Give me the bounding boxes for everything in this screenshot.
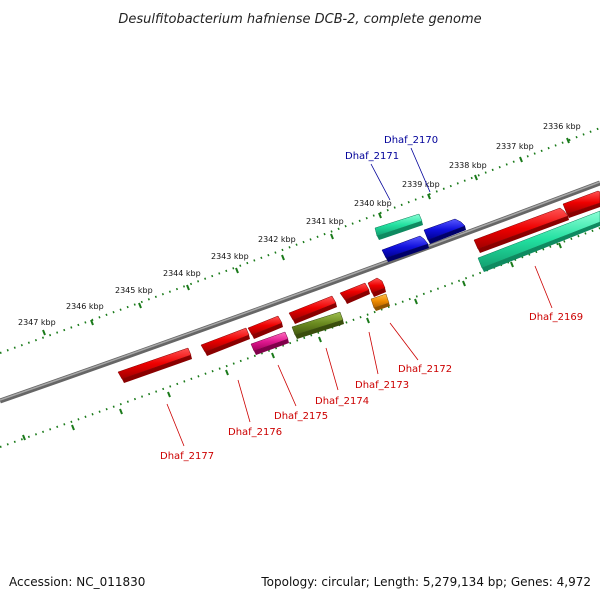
outer-scale-ticks — [42, 137, 570, 336]
gene-label-dhaf-2170[interactable]: Dhaf_2170 — [384, 135, 438, 146]
outer-scale-track — [0, 127, 600, 354]
genome-summary-text: Topology: circular; Length: 5,279,134 bp… — [261, 575, 591, 589]
gene-arrow-dhaf-2172[interactable] — [367, 277, 386, 297]
inner-tick — [414, 298, 418, 305]
scale-label-2346: 2346 kbp — [66, 302, 104, 311]
outer-tick — [186, 284, 190, 291]
inner-tick — [22, 434, 26, 441]
outer-tick — [378, 212, 382, 219]
genome-backbone — [0, 180, 600, 404]
outer-tick — [90, 319, 94, 326]
gene-label-dhaf-2173[interactable]: Dhaf_2173 — [355, 380, 409, 391]
inner-tick — [366, 317, 370, 324]
gene-arrow-dhaf-2174[interactable] — [288, 295, 337, 324]
gene-label-dhaf-2175[interactable]: Dhaf_2175 — [274, 411, 328, 422]
leader-dhaf-2172 — [389, 322, 419, 361]
scale-label-2345: 2345 kbp — [115, 286, 153, 295]
feature-teal-inner-right — [477, 210, 600, 272]
scale-label-2338: 2338 kbp — [449, 161, 487, 170]
scale-label-2343: 2343 kbp — [211, 252, 249, 261]
inner-tick — [167, 391, 171, 398]
feature-red-forward-right — [562, 190, 600, 218]
leader-dhaf-2173 — [368, 331, 379, 375]
gene-arrow-dhaf-2177[interactable] — [117, 347, 192, 383]
map-title: Desulfitobacterium hafniense DCB-2, comp… — [118, 12, 481, 27]
outer-tick — [330, 233, 334, 240]
leader-dhaf-2174 — [325, 347, 339, 391]
inner-tick — [318, 336, 322, 343]
accession-text: Accession: NC_011830 — [9, 575, 146, 589]
gene-arrow-dhaf-2173[interactable] — [339, 282, 370, 304]
scale-label-2340: 2340 kbp — [354, 199, 392, 208]
leader-dhaf-2177 — [166, 403, 185, 447]
outer-tick — [427, 193, 431, 200]
leader-dhaf-2169 — [534, 265, 553, 309]
inner-tick — [225, 369, 229, 376]
gene-label-dhaf-2172[interactable]: Dhaf_2172 — [398, 364, 452, 375]
leader-dhaf-2175 — [277, 364, 297, 407]
feature-orange-inner — [370, 293, 390, 311]
scale-label-2344: 2344 kbp — [163, 269, 201, 278]
gene-arrow-dhaf-2176[interactable] — [200, 327, 250, 356]
outer-tick — [138, 302, 142, 309]
leader-dhaf-2170 — [410, 147, 431, 193]
outer-tick — [42, 329, 46, 336]
gene-label-dhaf-2169[interactable]: Dhaf_2169 — [529, 312, 583, 323]
outer-tick — [566, 137, 570, 144]
outer-tick — [474, 174, 478, 181]
leader-dhaf-2171 — [370, 163, 391, 201]
feature-teal-forward — [374, 213, 423, 240]
feature-magenta-inner — [250, 331, 289, 355]
inner-tick — [271, 352, 275, 359]
genome-backbone-highlight — [0, 181, 600, 401]
scale-label-2337: 2337 kbp — [496, 142, 534, 151]
scale-label-2339: 2339 kbp — [402, 180, 440, 189]
inner-tick — [462, 280, 466, 287]
feature-olive-inner — [291, 311, 344, 339]
gene-arrow-dhaf-2171[interactable] — [381, 235, 429, 262]
scale-label-2342: 2342 kbp — [258, 235, 296, 244]
gene-label-dhaf-2174[interactable]: Dhaf_2174 — [315, 396, 369, 407]
inner-tick — [510, 261, 514, 268]
inner-tick — [558, 242, 562, 249]
gene-label-dhaf-2177[interactable]: Dhaf_2177 — [160, 451, 214, 462]
leader-dhaf-2176 — [237, 379, 251, 423]
scale-label-2341: 2341 kbp — [306, 217, 344, 226]
gene-label-leaders — [166, 147, 553, 447]
scale-label-2336: 2336 kbp — [543, 122, 581, 131]
outer-tick — [281, 254, 285, 261]
inner-tick — [119, 408, 123, 415]
gene-arrow-dhaf-2175[interactable] — [247, 315, 283, 339]
outer-tick — [519, 156, 523, 163]
inner-scale-ticks — [22, 242, 562, 441]
gene-label-dhaf-2171[interactable]: Dhaf_2171 — [345, 151, 399, 162]
gene-arrow-dhaf-2170[interactable] — [423, 218, 466, 244]
gene-arrow-dhaf-2169[interactable] — [473, 207, 569, 253]
gene-label-dhaf-2176[interactable]: Dhaf_2176 — [228, 427, 282, 438]
scale-label-2347: 2347 kbp — [18, 318, 56, 327]
inner-tick — [71, 424, 75, 431]
outer-tick — [235, 267, 239, 274]
